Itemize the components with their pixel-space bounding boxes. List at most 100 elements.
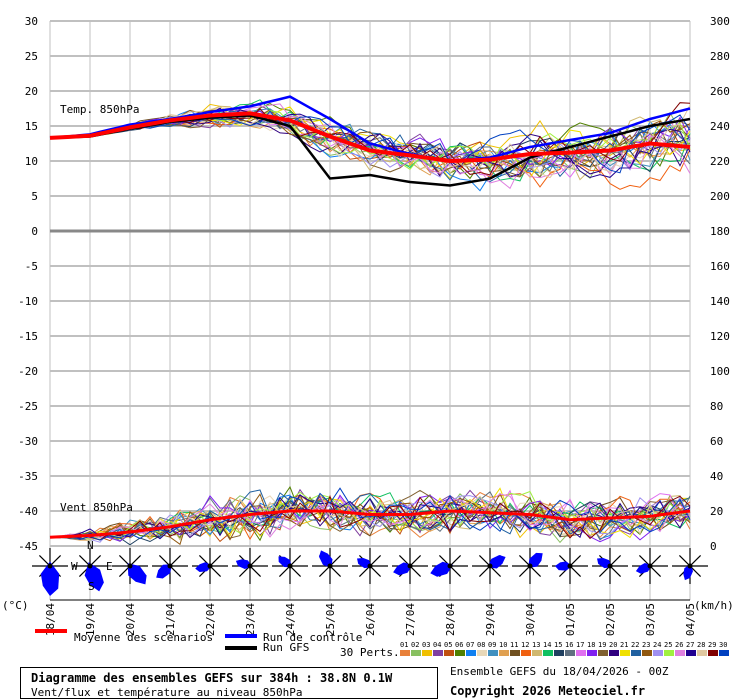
left-tick-label: 25 xyxy=(25,50,38,63)
chart-subtitle: Vent/flux et température au niveau 850hP… xyxy=(31,686,303,699)
right-tick-label: 260 xyxy=(710,85,730,98)
left-tick-label: 10 xyxy=(25,155,38,168)
chart-title: Diagramme des ensembles GEFS sur 384h : … xyxy=(31,671,393,685)
legend-member-swatch xyxy=(554,650,564,656)
temp-member-line xyxy=(49,110,691,183)
left-tick-label: -15 xyxy=(18,330,38,343)
legend-member-swatch xyxy=(620,650,630,656)
x-tick-label: 27/04 xyxy=(404,603,417,636)
legend-member-swatch xyxy=(719,650,729,656)
legend-member-swatch xyxy=(521,650,531,656)
legend-member-swatch xyxy=(477,650,487,656)
left-tick-label: -40 xyxy=(18,505,38,518)
wind-rose-center xyxy=(607,563,613,569)
copyright: Copyright 2026 Meteociel.fr xyxy=(450,684,646,698)
legend-member-id: 12 xyxy=(521,641,529,649)
right-tick-label: 140 xyxy=(710,295,730,308)
wind-rose-petal xyxy=(156,564,173,579)
wind-rose-petal xyxy=(127,563,147,585)
legend-member-swatch xyxy=(675,650,685,656)
wind-rose-petal xyxy=(40,561,60,596)
legend-mean-label: Moyenne des scénarios xyxy=(74,631,213,644)
x-tick-label: 30/04 xyxy=(524,603,537,636)
legend-member-swatch xyxy=(433,650,443,656)
right-tick-label: 180 xyxy=(710,225,730,238)
right-tick-label: 0 xyxy=(710,540,717,553)
legend-member-swatch xyxy=(708,650,718,656)
right-tick-label: 220 xyxy=(710,155,730,168)
legend-member-id: 08 xyxy=(477,641,485,649)
wind-rose-petal xyxy=(555,561,573,571)
left-tick-label: -35 xyxy=(18,470,38,483)
wind-rose-petal xyxy=(528,552,543,568)
temp-panel-label: Temp. 850hPa xyxy=(60,103,139,116)
wind-member-line xyxy=(49,494,691,540)
legend-member-id: 17 xyxy=(576,641,584,649)
wind-rose-center xyxy=(327,563,333,569)
legend-member-id: 19 xyxy=(598,641,606,649)
compass-s: S xyxy=(88,580,95,593)
wind-rose-center xyxy=(567,563,573,569)
left-unit: (°C) xyxy=(2,599,29,612)
left-tick-label: -30 xyxy=(18,435,38,448)
right-tick-label: 100 xyxy=(710,365,730,378)
left-tick-label: 0 xyxy=(31,225,38,238)
legend-member-swatch xyxy=(455,650,465,656)
legend-member-swatch xyxy=(422,650,432,656)
legend-member-id: 14 xyxy=(543,641,551,649)
left-tick-label: -25 xyxy=(18,400,38,413)
wind-rose-center xyxy=(487,563,493,569)
x-tick-label: 04/05 xyxy=(684,603,697,636)
x-tick-label: 19/04 xyxy=(84,603,97,636)
x-tick-label: 02/05 xyxy=(604,603,617,636)
legend-control-label: Run de contrôle xyxy=(263,631,362,644)
legend-member-swatch xyxy=(488,650,498,656)
legend-member-swatch xyxy=(466,650,476,656)
wind-rose-center xyxy=(367,563,373,569)
x-tick-label: 29/04 xyxy=(484,603,497,636)
legend-member-swatch xyxy=(664,650,674,656)
wind-rose-center xyxy=(407,563,413,569)
x-tick-label: 20/04 xyxy=(124,603,137,636)
wind-rose-center xyxy=(87,563,93,569)
legend-member-id: 25 xyxy=(664,641,672,649)
legend-member-id: 11 xyxy=(510,641,518,649)
right-tick-label: 300 xyxy=(710,15,730,28)
legend-member-id: 27 xyxy=(686,641,694,649)
wind-rose-center xyxy=(687,563,693,569)
right-tick-label: 240 xyxy=(710,120,730,133)
legend-member-id: 03 xyxy=(422,641,430,649)
wind-rose-center xyxy=(527,563,533,569)
wind-mean-line xyxy=(49,509,691,539)
temp-mean-line xyxy=(49,111,691,164)
wind-rose-center xyxy=(127,563,133,569)
left-tick-label: 5 xyxy=(31,190,38,203)
legend-member-swatch xyxy=(532,650,542,656)
wind-member-line xyxy=(49,487,691,541)
right-tick-label: 20 xyxy=(710,505,723,518)
legend-member-swatch xyxy=(609,650,619,656)
right-tick-label: 60 xyxy=(710,435,723,448)
legend-member-swatch xyxy=(653,650,663,656)
wind-rose-center xyxy=(447,563,453,569)
wind-rose-center xyxy=(47,563,53,569)
x-tick-label: 28/04 xyxy=(444,603,457,636)
left-tick-label: 15 xyxy=(25,120,38,133)
x-tick-label: 24/04 xyxy=(284,603,297,636)
compass-e: E xyxy=(106,560,113,573)
wind-rose-center xyxy=(207,563,213,569)
legend-member-id: 29 xyxy=(708,641,716,649)
left-tick-label: -5 xyxy=(25,260,38,273)
legend-member-swatch xyxy=(598,650,608,656)
wind-rose-center xyxy=(247,563,253,569)
left-tick-label: 30 xyxy=(25,15,38,28)
right-tick-label: 120 xyxy=(710,330,730,343)
legend-member-id: 21 xyxy=(620,641,628,649)
legend-member-swatch xyxy=(444,650,454,656)
right-tick-label: 200 xyxy=(710,190,730,203)
legend-member-id: 22 xyxy=(631,641,639,649)
right-tick-label: 160 xyxy=(710,260,730,273)
legend-member-id: 09 xyxy=(488,641,496,649)
